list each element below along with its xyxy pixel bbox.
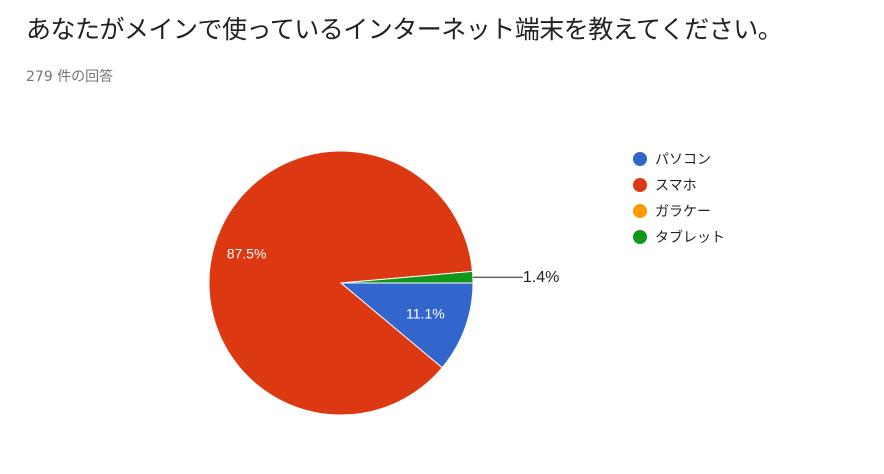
- legend-label: タブレット: [655, 230, 725, 246]
- legend-swatch: [633, 230, 647, 244]
- legend-label: スマホ: [655, 178, 697, 194]
- legend-item[interactable]: パソコン: [633, 146, 725, 172]
- legend-label: パソコン: [655, 152, 711, 168]
- legend-label: ガラケー: [655, 204, 711, 220]
- legend-swatch: [633, 204, 647, 218]
- response-count: 279 件の回答: [26, 69, 114, 85]
- data-label-1: 87.5%: [227, 245, 267, 261]
- legend-swatch: [633, 178, 647, 192]
- pie-slice-1[interactable]: [208, 150, 474, 416]
- legend-item[interactable]: タブレット: [633, 224, 725, 250]
- legend-swatch: [633, 152, 647, 166]
- data-label-3: 1.4%: [523, 269, 559, 286]
- pie-slice-0[interactable]: [339, 282, 474, 369]
- legend: パソコンスマホガラケータブレット: [633, 146, 725, 250]
- legend-item[interactable]: ガラケー: [633, 198, 725, 224]
- data-label-0: 11.1%: [406, 306, 445, 322]
- legend-item[interactable]: スマホ: [633, 172, 725, 198]
- question-title: あなたがメインで使っているインターネット端末を教えてください。: [26, 15, 783, 44]
